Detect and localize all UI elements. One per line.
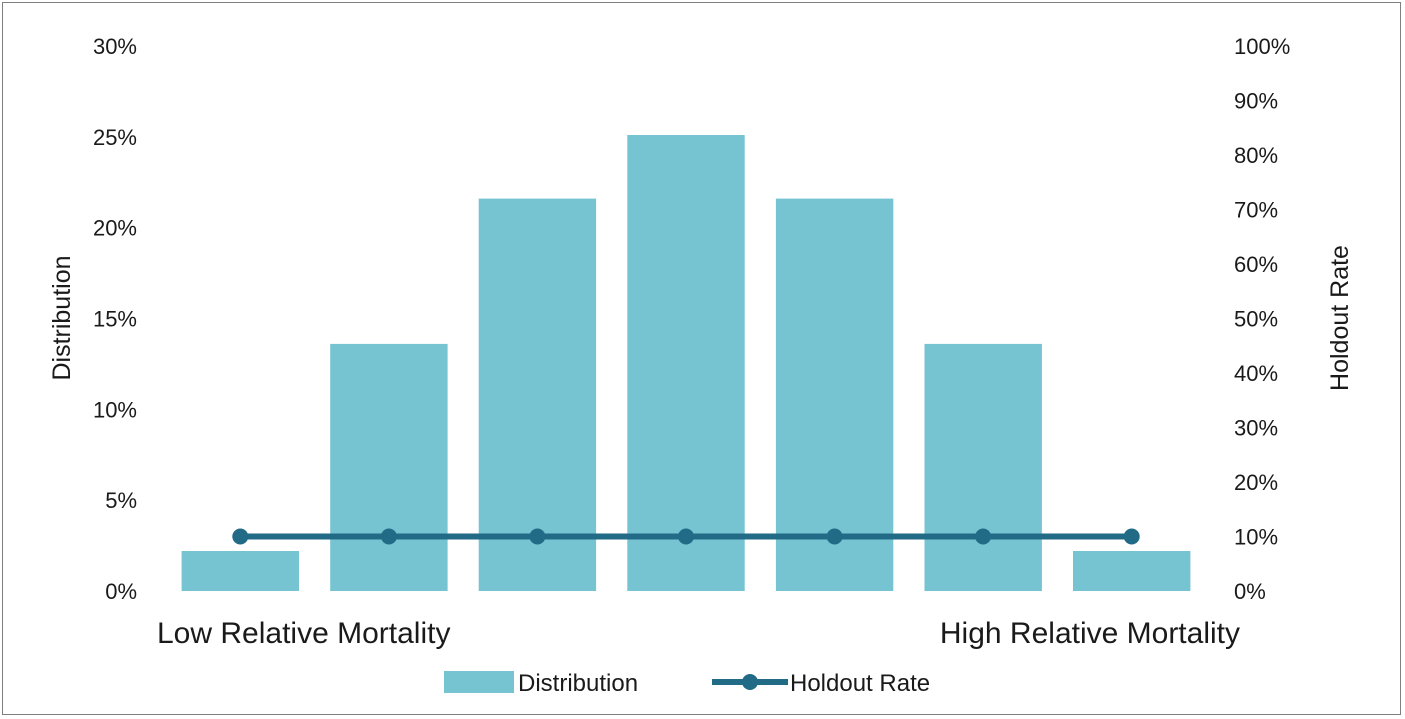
left-tick-label: 20% [93,216,137,241]
legend-holdout-label: Holdout Rate [790,670,930,697]
distribution-bar-6 [924,343,1042,591]
distribution-bar-3 [478,198,597,591]
right-tick-label: 70% [1234,198,1278,223]
distribution-bar-1 [181,551,299,591]
left-tick-label: 15% [93,307,137,332]
distribution-bar-4 [627,135,745,591]
distribution-bar-5 [775,198,894,591]
right-tick-label: 30% [1234,416,1278,441]
left-tick-label: 5% [105,488,137,513]
holdout-rate-series [232,528,1140,545]
legend-holdout-marker [742,674,758,690]
left-axis-title: Distribution [48,255,76,380]
right-tick-label: 80% [1234,143,1278,168]
right-tick-label: 10% [1234,525,1278,550]
legend: Distribution Holdout Rate [444,670,930,697]
right-tick-label: 40% [1234,361,1278,386]
legend-distribution-label: Distribution [518,670,638,697]
holdout-rate-point-1 [232,528,249,545]
right-axis-ticks: 0% 10% 20% 30% 40% 50% 60% 70% 80% 90% 100% [1234,34,1290,604]
right-tick-label: 20% [1234,470,1278,495]
right-tick-label: 60% [1234,252,1278,277]
holdout-rate-point-3 [529,528,546,545]
x-label-high: High Relative Mortality [940,617,1240,650]
distribution-bar-7 [1073,551,1191,591]
left-tick-label: 25% [93,125,137,150]
holdout-rate-point-6 [975,528,992,545]
left-tick-label: 10% [93,397,137,422]
x-label-low: Low Relative Mortality [157,617,450,650]
right-tick-label: 100% [1234,34,1290,59]
right-axis-title: Holdout Rate [1326,245,1354,391]
left-tick-label: 0% [105,579,137,604]
holdout-rate-point-7 [1123,528,1140,545]
right-tick-label: 90% [1234,89,1278,114]
right-tick-label: 0% [1234,579,1266,604]
holdout-rate-point-5 [826,528,843,545]
holdout-rate-point-2 [380,528,397,545]
left-axis-ticks: 0% 5% 10% 15% 20% 25% 30% [93,34,137,604]
right-tick-label: 50% [1234,307,1278,332]
left-tick-label: 30% [93,34,137,59]
distribution-bars [181,135,1191,591]
distribution-bar-2 [330,343,448,591]
legend-distribution-swatch [444,671,514,693]
holdout-rate-point-4 [678,528,694,545]
